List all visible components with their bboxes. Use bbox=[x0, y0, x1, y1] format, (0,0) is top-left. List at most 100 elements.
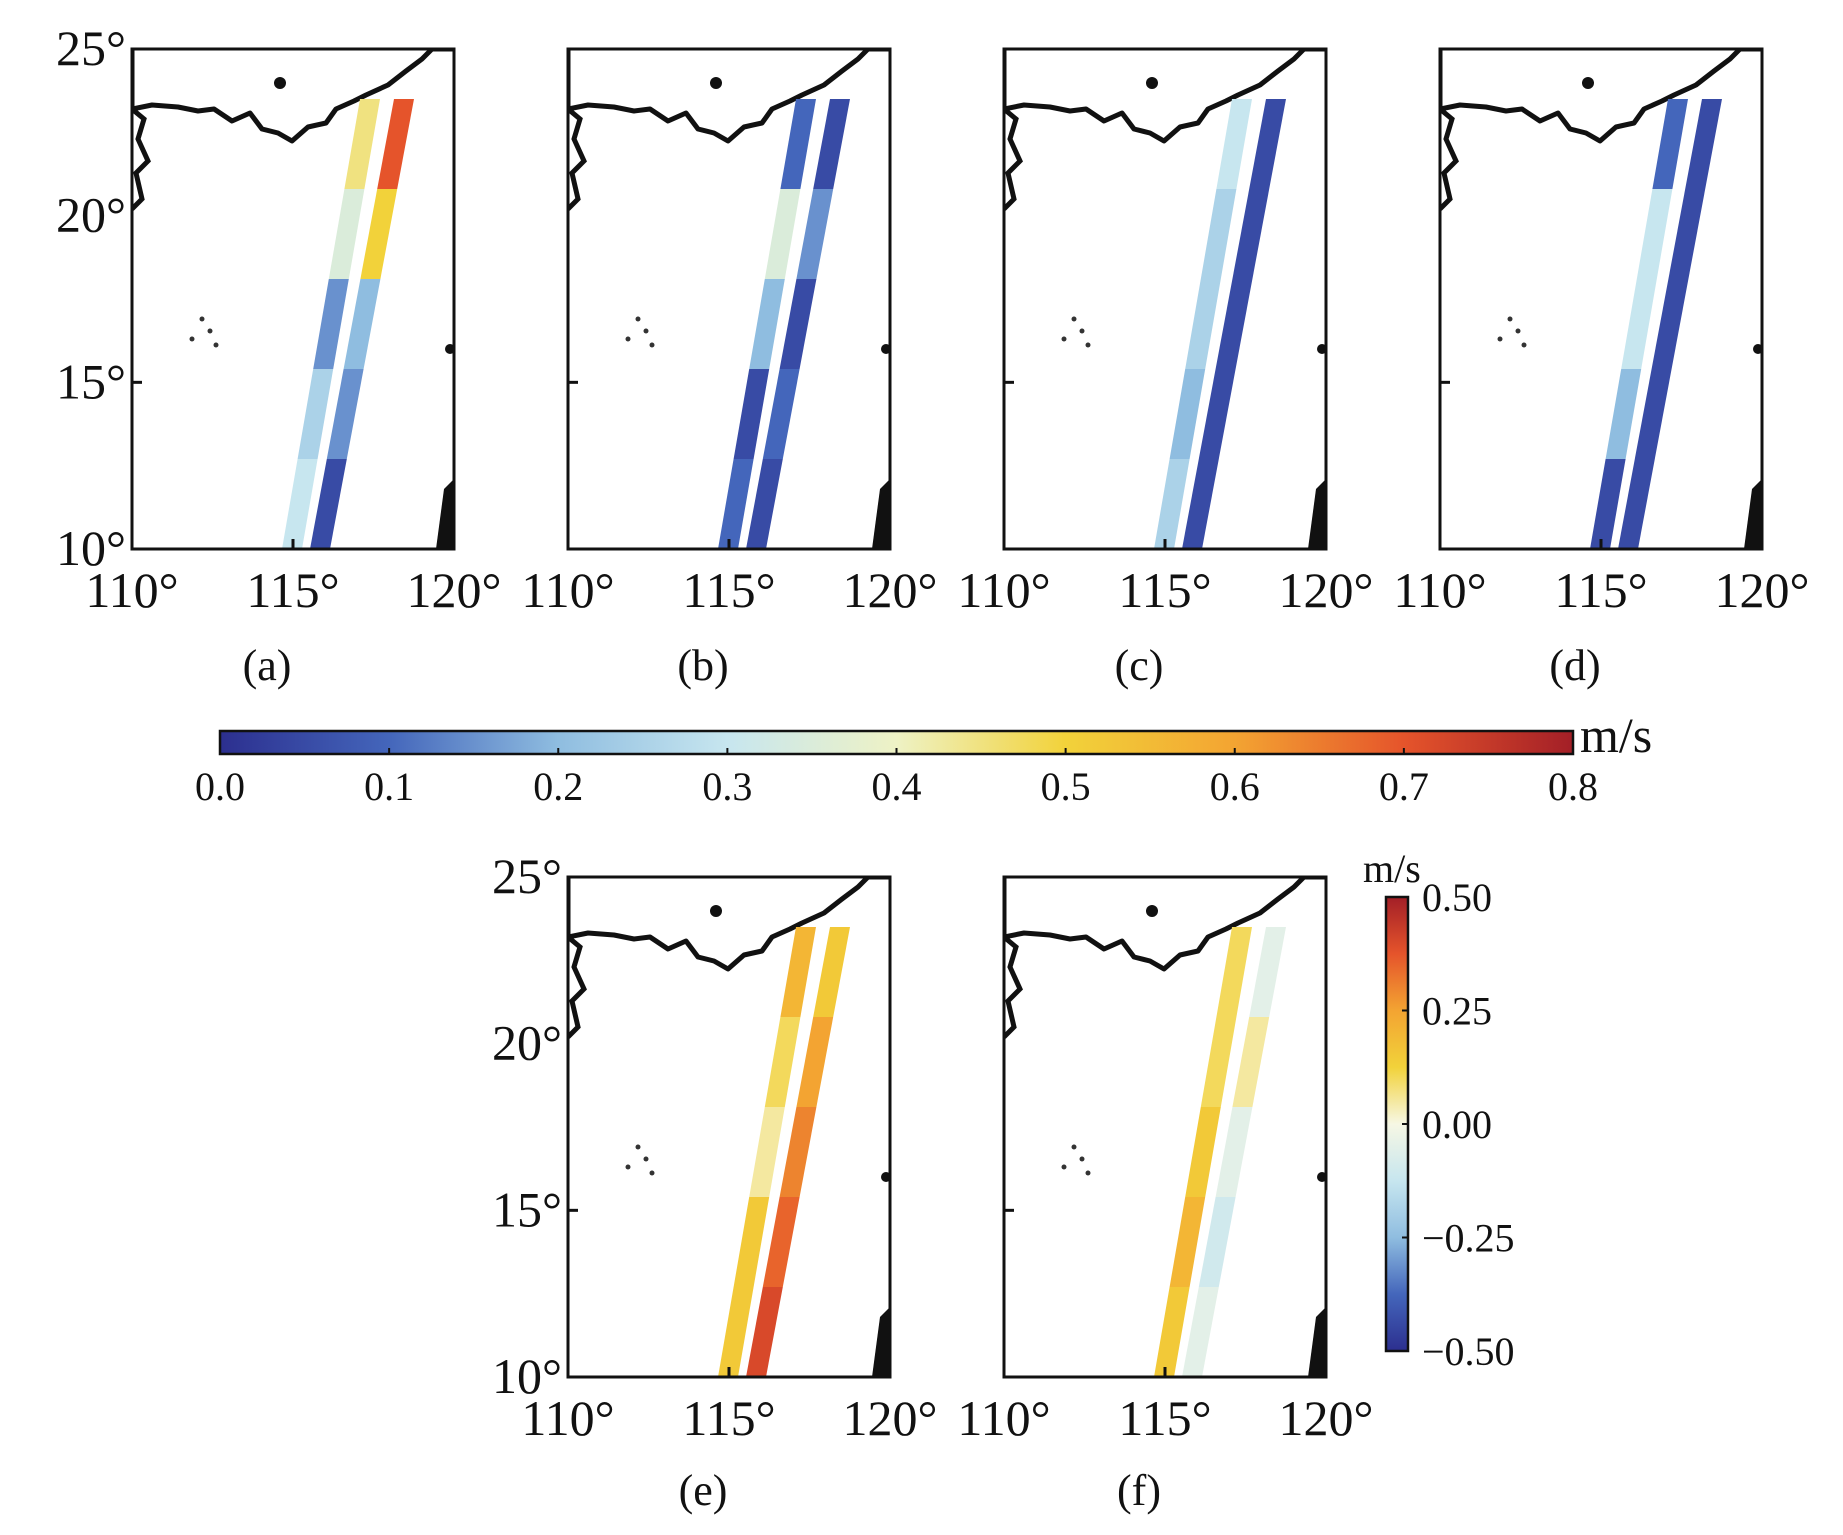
panel-caption: (a) bbox=[243, 641, 292, 690]
coastline-west bbox=[568, 107, 587, 211]
colorbar-tick-label: −0.25 bbox=[1422, 1216, 1515, 1261]
islet bbox=[1507, 316, 1513, 322]
x-tick-label: 120° bbox=[1279, 562, 1374, 618]
x-tick-label: 120° bbox=[1279, 1390, 1374, 1446]
swath-segment bbox=[1232, 1017, 1270, 1107]
island bbox=[881, 344, 890, 354]
colorbar-tick-label: 0.50 bbox=[1422, 875, 1492, 920]
islet bbox=[625, 336, 631, 342]
swath-segment bbox=[343, 279, 381, 369]
philippines-coast bbox=[1308, 1307, 1326, 1377]
panel-e: 110° 115° 120° 10° 15° 20° 25° (e) bbox=[492, 848, 938, 1515]
panel-caption: (b) bbox=[677, 641, 728, 690]
swath-segment bbox=[1685, 99, 1722, 189]
swath-segment bbox=[1651, 279, 1689, 369]
island bbox=[1582, 77, 1594, 89]
swath-segment bbox=[1634, 369, 1672, 459]
swath-segment bbox=[313, 279, 349, 369]
colorbar-tick-label: 0.0 bbox=[195, 764, 245, 809]
islet bbox=[1515, 328, 1521, 334]
swath-segment bbox=[1652, 99, 1688, 189]
swath-segment bbox=[762, 369, 800, 459]
swath-segment bbox=[326, 369, 364, 459]
swath-segment bbox=[282, 459, 318, 549]
swath-segment bbox=[780, 927, 816, 1017]
swath-segment bbox=[1216, 927, 1252, 1017]
swath-segment bbox=[1200, 1017, 1237, 1107]
diff-colorbar-unit: m/s bbox=[1363, 846, 1421, 891]
islet bbox=[625, 1164, 631, 1170]
islet bbox=[199, 316, 205, 322]
swath-segment bbox=[1232, 189, 1270, 279]
coastline-west bbox=[1004, 935, 1023, 1039]
x-tick-label: 110° bbox=[521, 1390, 614, 1446]
swath-segment bbox=[328, 189, 365, 279]
panel-caption: (f) bbox=[1117, 1466, 1161, 1515]
swath-segment bbox=[749, 279, 785, 369]
philippines-coast bbox=[436, 479, 454, 549]
colorbar-tick-label: −0.50 bbox=[1422, 1329, 1515, 1374]
swath-segment bbox=[796, 189, 834, 279]
x-tick-label: 115° bbox=[1118, 1390, 1211, 1446]
islet bbox=[1079, 1156, 1085, 1162]
swath-segment bbox=[1185, 1107, 1221, 1197]
coastline bbox=[568, 49, 890, 144]
swath-segment bbox=[733, 1197, 770, 1287]
swath-segment bbox=[1668, 189, 1706, 279]
swath-segment bbox=[1200, 189, 1237, 279]
swath-segment bbox=[377, 99, 414, 189]
islet bbox=[1071, 1144, 1077, 1150]
philippines-coast bbox=[872, 1307, 890, 1377]
x-tick-label: 110° bbox=[957, 562, 1050, 618]
y-tick-label: 25° bbox=[492, 848, 562, 904]
y-tick-label: 10° bbox=[492, 1348, 562, 1404]
swath-segment bbox=[733, 369, 770, 459]
x-tick-label: 110° bbox=[957, 1390, 1050, 1446]
island bbox=[881, 1172, 890, 1182]
y-tick-label: 25° bbox=[56, 20, 126, 76]
swath-segment bbox=[1249, 99, 1286, 189]
islet bbox=[635, 1144, 641, 1150]
swath-segment bbox=[1169, 1197, 1206, 1287]
island bbox=[1317, 1172, 1326, 1182]
panel-c: 110° 115° 120° (c) bbox=[957, 47, 1374, 690]
panel-a: 110° 115° 120° 10° 15° 20° 25° (a) bbox=[56, 20, 502, 690]
swath-segment bbox=[1215, 279, 1253, 369]
swath-segment bbox=[813, 927, 850, 1017]
colorbar-tick-label: 0.8 bbox=[1548, 764, 1598, 809]
y-tick-label: 10° bbox=[56, 520, 126, 576]
colorbar-tick-label: 0.1 bbox=[364, 764, 414, 809]
x-tick-label: 115° bbox=[246, 562, 339, 618]
y-tick-label: 15° bbox=[56, 353, 126, 409]
swath-segment bbox=[1590, 459, 1626, 549]
philippines-coast bbox=[1308, 479, 1326, 549]
panel-caption: (c) bbox=[1115, 641, 1164, 690]
islet bbox=[1085, 1170, 1091, 1176]
swath-segment bbox=[779, 279, 817, 369]
islet bbox=[213, 342, 219, 348]
x-tick-label: 120° bbox=[843, 562, 938, 618]
swath-segment bbox=[813, 99, 850, 189]
swath-segment bbox=[310, 459, 347, 549]
islet bbox=[207, 328, 213, 334]
x-tick-label: 110° bbox=[521, 562, 614, 618]
swath-segment bbox=[297, 369, 334, 459]
swath-segment bbox=[1249, 927, 1286, 1017]
colorbar-tick-label: 0.00 bbox=[1422, 1102, 1492, 1147]
panel-caption: (d) bbox=[1549, 641, 1600, 690]
x-tick-label: 115° bbox=[682, 1390, 775, 1446]
swath-segment bbox=[1182, 459, 1219, 549]
swath-segment bbox=[1605, 369, 1642, 459]
swath-segment bbox=[780, 99, 816, 189]
swath-segment bbox=[779, 1107, 817, 1197]
islet bbox=[643, 328, 649, 334]
x-tick-label: 115° bbox=[1554, 562, 1647, 618]
coastline-west bbox=[1004, 107, 1023, 211]
islet bbox=[189, 336, 195, 342]
swath-segment bbox=[1216, 99, 1252, 189]
colorbar-tick-label: 0.7 bbox=[1379, 764, 1429, 809]
x-tick-label: 110° bbox=[85, 562, 178, 618]
island bbox=[1317, 344, 1326, 354]
swath-segment bbox=[746, 459, 783, 549]
